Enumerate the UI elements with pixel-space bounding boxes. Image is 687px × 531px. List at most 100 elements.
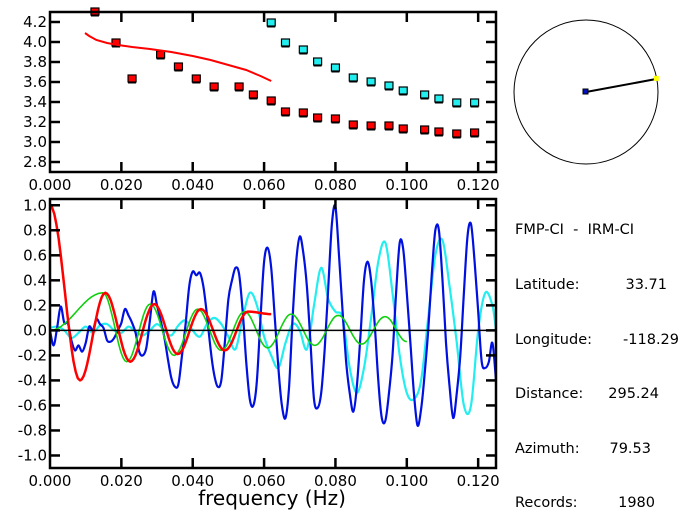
bottom-frame bbox=[48, 197, 498, 470]
bottom-x-tick-label: 0.040 bbox=[171, 472, 214, 490]
top-y-tick-label: 3.8 bbox=[23, 53, 47, 71]
bottom-y-tick-label: 0.6 bbox=[23, 246, 47, 264]
red-points-point bbox=[298, 108, 308, 117]
bottom-x-tick-label: 0.060 bbox=[243, 472, 286, 490]
bottom-y-tick-label: 0.8 bbox=[23, 221, 47, 239]
info-row-azimuth: Azimuth: 79.53 bbox=[515, 440, 679, 458]
cyan-points-point bbox=[366, 77, 376, 86]
red-points-point bbox=[191, 74, 201, 83]
info-label: Distance: bbox=[515, 386, 584, 403]
info-row-latitude: Latitude: 33.71 bbox=[515, 276, 679, 294]
cyan-points-point bbox=[348, 73, 358, 82]
red-points-point bbox=[452, 129, 462, 138]
top-y-tick-label: 2.8 bbox=[23, 153, 47, 171]
azimuth-line bbox=[585, 77, 657, 93]
top-y-tick-label: 3.0 bbox=[23, 133, 47, 151]
red-points-point bbox=[173, 62, 184, 71]
bottom-y-tick-label: 0.0 bbox=[23, 321, 47, 339]
red-points-point bbox=[156, 50, 166, 59]
red-points-point bbox=[111, 38, 121, 47]
cyan-points-point bbox=[420, 90, 430, 99]
cyan-points-point bbox=[313, 57, 323, 66]
top-x-tick-label: 0.100 bbox=[385, 176, 428, 194]
top-y-tick-label: 3.4 bbox=[23, 93, 47, 111]
info-row-distance: Distance: 295.24 bbox=[515, 385, 679, 403]
chart-canvas: 0.000 0.020 0.040 0.060 0.080 0.100 0.120 2.8 3.… bbox=[18, 7, 659, 510]
cyan-points-point bbox=[280, 38, 291, 47]
cyan-points-point bbox=[434, 94, 444, 103]
red-points-point bbox=[420, 125, 430, 134]
bottom-y-tick-label: 0.2 bbox=[23, 296, 47, 314]
model-red-line bbox=[49, 204, 272, 382]
bottom-plot-marks bbox=[48, 204, 498, 428]
top-y-tick-label: 4.2 bbox=[23, 13, 47, 31]
bottom-y-tick-label: 1.0 bbox=[23, 196, 47, 214]
top-plot-axes: 0.000 0.020 0.040 0.060 0.080 0.100 0.120 2.8 3.… bbox=[23, 10, 500, 194]
info-value: 1980 bbox=[618, 495, 655, 512]
model-green-line bbox=[49, 292, 407, 363]
bottom-plot-axes: 0.000 0.020 0.040 0.060 0.080 0.100 0.120 -1.0 -… bbox=[18, 196, 500, 490]
top-x-tick-label: 0.080 bbox=[314, 176, 357, 194]
red-points-point bbox=[330, 114, 341, 123]
info-label: Azimuth: bbox=[515, 440, 580, 457]
bottom-x-tick-label: 0.080 bbox=[314, 472, 357, 490]
bottom-x-tick-label: 0.120 bbox=[457, 472, 500, 490]
bottom-y-tick-label: -0.4 bbox=[18, 371, 47, 389]
coherency-plot: 0.000 0.020 0.040 0.060 0.080 0.100 0.120 -1.0 -… bbox=[18, 196, 500, 490]
bottom-y-tick-label: -0.8 bbox=[18, 421, 47, 439]
azimuth-map bbox=[513, 19, 659, 165]
bottom-y-tick-label: 0.4 bbox=[23, 271, 47, 289]
red-curve bbox=[84, 32, 272, 82]
red-points-point bbox=[127, 74, 137, 83]
red-points-point bbox=[398, 124, 408, 133]
bottom-y-tick-label: -0.6 bbox=[18, 396, 47, 414]
top-x-tick-label: 0.060 bbox=[243, 176, 286, 194]
info-value: 79.53 bbox=[609, 440, 651, 457]
top-y-tick-label: 3.6 bbox=[23, 73, 47, 91]
top-y-tick-label: 4.0 bbox=[23, 33, 47, 51]
x-axis-title: frequency (Hz) bbox=[198, 486, 346, 510]
cyan-points-point bbox=[469, 98, 480, 107]
red-points-point bbox=[209, 82, 219, 91]
cyan-points-point bbox=[298, 45, 308, 54]
red-points-point bbox=[248, 90, 258, 99]
info-label: Records: bbox=[515, 495, 578, 512]
red-points-point bbox=[469, 128, 480, 137]
info-value: 33.71 bbox=[625, 277, 667, 294]
range-circle bbox=[513, 19, 659, 165]
info-panel: FMP-CI - IRM-CI Latitude: 33.71 Longitud… bbox=[515, 185, 679, 531]
bottom-y-tick-label: -1.0 bbox=[18, 446, 47, 464]
cyan-points-point bbox=[384, 81, 394, 90]
station-pair-title: FMP-CI - IRM-CI bbox=[515, 222, 635, 239]
info-label: Longitude: bbox=[515, 331, 593, 348]
red-points-point bbox=[366, 121, 376, 130]
cyan-points-point bbox=[398, 86, 408, 95]
info-value: 295.24 bbox=[608, 386, 659, 403]
info-row-longitude: Longitude: -118.29 bbox=[515, 331, 679, 349]
red-points-point bbox=[313, 113, 323, 122]
observed-cyan-line bbox=[49, 237, 498, 416]
bottom-x-tick-label: 0.000 bbox=[29, 472, 72, 490]
bottom-x-tick-label: 0.100 bbox=[385, 472, 428, 490]
observed-blue-line bbox=[48, 204, 498, 428]
remote-station-marker bbox=[653, 75, 659, 81]
top-x-tick-label: 0.120 bbox=[457, 176, 500, 194]
cyan-points-point bbox=[330, 63, 341, 72]
info-value: -118.29 bbox=[623, 331, 679, 348]
bottom-x-tick-label: 0.020 bbox=[100, 472, 143, 490]
info-row-records: Records: 1980 bbox=[515, 494, 679, 512]
info-label: Latitude: bbox=[515, 277, 580, 294]
red-points-point bbox=[280, 107, 291, 116]
top-x-tick-label: 0.040 bbox=[171, 176, 214, 194]
red-points-point bbox=[234, 82, 244, 91]
velocity-plot: 0.000 0.020 0.040 0.060 0.080 0.100 0.120 2.8 3.… bbox=[23, 7, 500, 194]
red-points-point bbox=[384, 121, 394, 130]
cyan-points-point bbox=[266, 18, 276, 27]
red-points-point bbox=[434, 127, 444, 136]
top-x-tick-label: 0.020 bbox=[100, 176, 143, 194]
center-station-marker bbox=[582, 88, 589, 95]
top-y-tick-label: 3.2 bbox=[23, 113, 47, 131]
top-plot-marks bbox=[84, 7, 480, 139]
top-frame bbox=[48, 10, 498, 174]
cyan-points-point bbox=[452, 98, 462, 107]
